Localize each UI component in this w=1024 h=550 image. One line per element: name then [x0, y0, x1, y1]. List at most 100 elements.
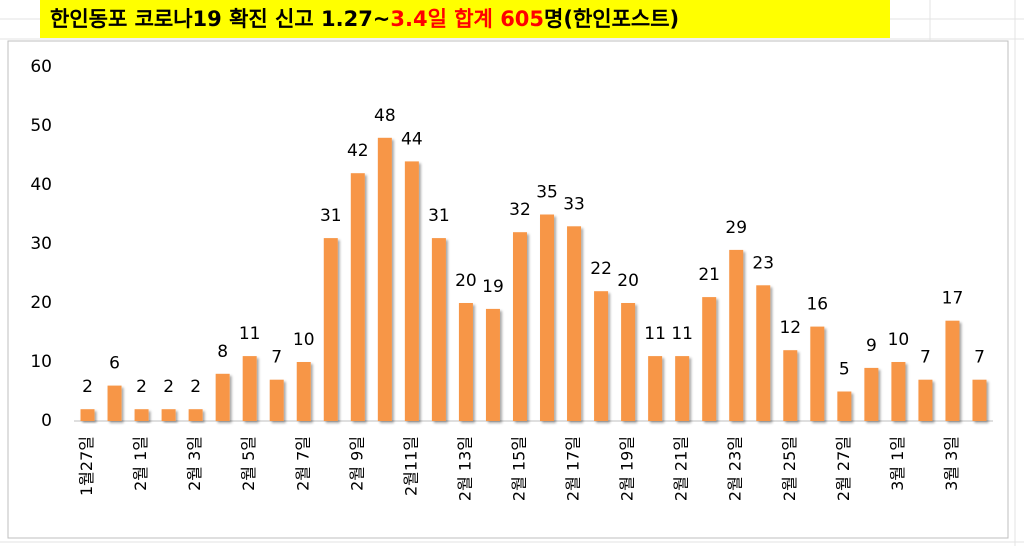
bar [621, 303, 636, 421]
data-label: 23 [752, 253, 774, 273]
data-label: 7 [920, 348, 931, 368]
bar [594, 291, 609, 421]
data-label: 48 [374, 106, 396, 126]
bar [161, 409, 176, 421]
bar [675, 356, 690, 421]
bar [918, 379, 933, 421]
bar [729, 249, 744, 421]
data-label: 32 [509, 200, 531, 220]
bar [891, 362, 906, 421]
y-tick-label: 0 [41, 411, 52, 431]
bar [431, 238, 446, 421]
title-box [40, 0, 890, 38]
data-label: 10 [888, 330, 910, 350]
chart-frame [7, 40, 1009, 539]
title-part: 한인동포 코로나19 확진 신고 1.27~ [50, 7, 390, 31]
data-label: 35 [536, 183, 558, 203]
data-label: 7 [974, 348, 985, 368]
title-part: 명(한인포스트) [544, 7, 679, 31]
bar [458, 303, 473, 421]
data-label: 7 [271, 348, 282, 368]
bar [215, 373, 230, 421]
bar [134, 409, 149, 421]
bar [377, 137, 392, 422]
bar [296, 362, 311, 421]
chart-title: 한인동포 코로나19 확진 신고 1.27~3.4일 합계 605명(한인포스트… [50, 7, 679, 31]
bar [864, 367, 879, 421]
data-label: 17 [942, 289, 964, 309]
bar [323, 238, 338, 421]
data-label: 2 [190, 377, 201, 397]
data-label: 11 [644, 324, 666, 344]
data-label: 29 [725, 218, 747, 238]
bar [80, 409, 95, 421]
data-label: 20 [617, 271, 639, 291]
y-tick-label: 10 [30, 352, 52, 372]
data-label: 8 [217, 342, 228, 362]
data-label: 21 [698, 265, 720, 285]
x-tick-label: 2월11일 [401, 436, 420, 496]
bar [107, 385, 122, 421]
y-tick-label: 20 [30, 293, 52, 313]
x-tick-label: 2월 7일 [293, 436, 312, 491]
data-label: 20 [455, 271, 477, 291]
bar [648, 356, 663, 421]
x-tick-label: 3월 3일 [942, 436, 961, 491]
x-tick-label: 2월 19일 [618, 436, 637, 501]
data-label: 31 [428, 206, 450, 226]
y-tick-label: 40 [30, 175, 52, 195]
data-label: 11 [239, 324, 261, 344]
data-label: 31 [320, 206, 342, 226]
data-label: 9 [866, 336, 877, 356]
bar [837, 391, 852, 421]
data-label: 12 [779, 318, 801, 338]
data-label: 33 [563, 194, 585, 214]
bar [269, 379, 284, 421]
data-label: 5 [839, 360, 850, 380]
bar [188, 409, 203, 421]
data-label: 22 [590, 259, 612, 279]
data-label: 42 [347, 141, 369, 161]
x-tick-label: 2월 27일 [834, 436, 853, 501]
data-label: 19 [482, 277, 504, 297]
x-tick-label: 3월 1일 [888, 436, 907, 491]
data-label: 6 [109, 354, 120, 374]
y-tick-label: 50 [30, 116, 52, 136]
bar [350, 173, 365, 421]
x-tick-label: 2월 23일 [726, 436, 745, 501]
x-tick-label: 2월 13일 [455, 436, 474, 501]
bar [242, 356, 257, 421]
data-label: 2 [163, 377, 174, 397]
data-label: 10 [293, 330, 315, 350]
x-tick-label: 2월 9일 [347, 436, 366, 491]
bar [972, 379, 987, 421]
bar [512, 232, 527, 421]
bar [404, 161, 419, 421]
x-tick-label: 2월 3일 [185, 436, 204, 491]
bar [810, 326, 825, 421]
bar [540, 214, 555, 421]
bar [567, 226, 582, 421]
data-label: 2 [136, 377, 147, 397]
x-tick-label: 2월 1일 [131, 436, 150, 491]
bar [945, 320, 960, 421]
bar [783, 350, 798, 421]
bar [756, 285, 771, 421]
bar [485, 308, 500, 421]
y-tick-label: 60 [30, 57, 52, 77]
x-tick-label: 2월 5일 [239, 436, 258, 491]
data-label: 16 [806, 295, 828, 315]
x-tick-label: 1월27일 [77, 436, 96, 496]
data-label: 2 [82, 377, 93, 397]
title-part: 3.4일 합계 605 [390, 7, 544, 31]
bar [702, 297, 717, 421]
x-tick-label: 2월 25일 [780, 436, 799, 501]
x-tick-label: 2월 17일 [564, 436, 583, 501]
data-label: 11 [671, 324, 693, 344]
y-tick-label: 30 [30, 234, 52, 254]
x-tick-label: 2월 15일 [509, 436, 528, 501]
data-label: 44 [401, 129, 423, 149]
x-tick-label: 2월 21일 [672, 436, 691, 501]
